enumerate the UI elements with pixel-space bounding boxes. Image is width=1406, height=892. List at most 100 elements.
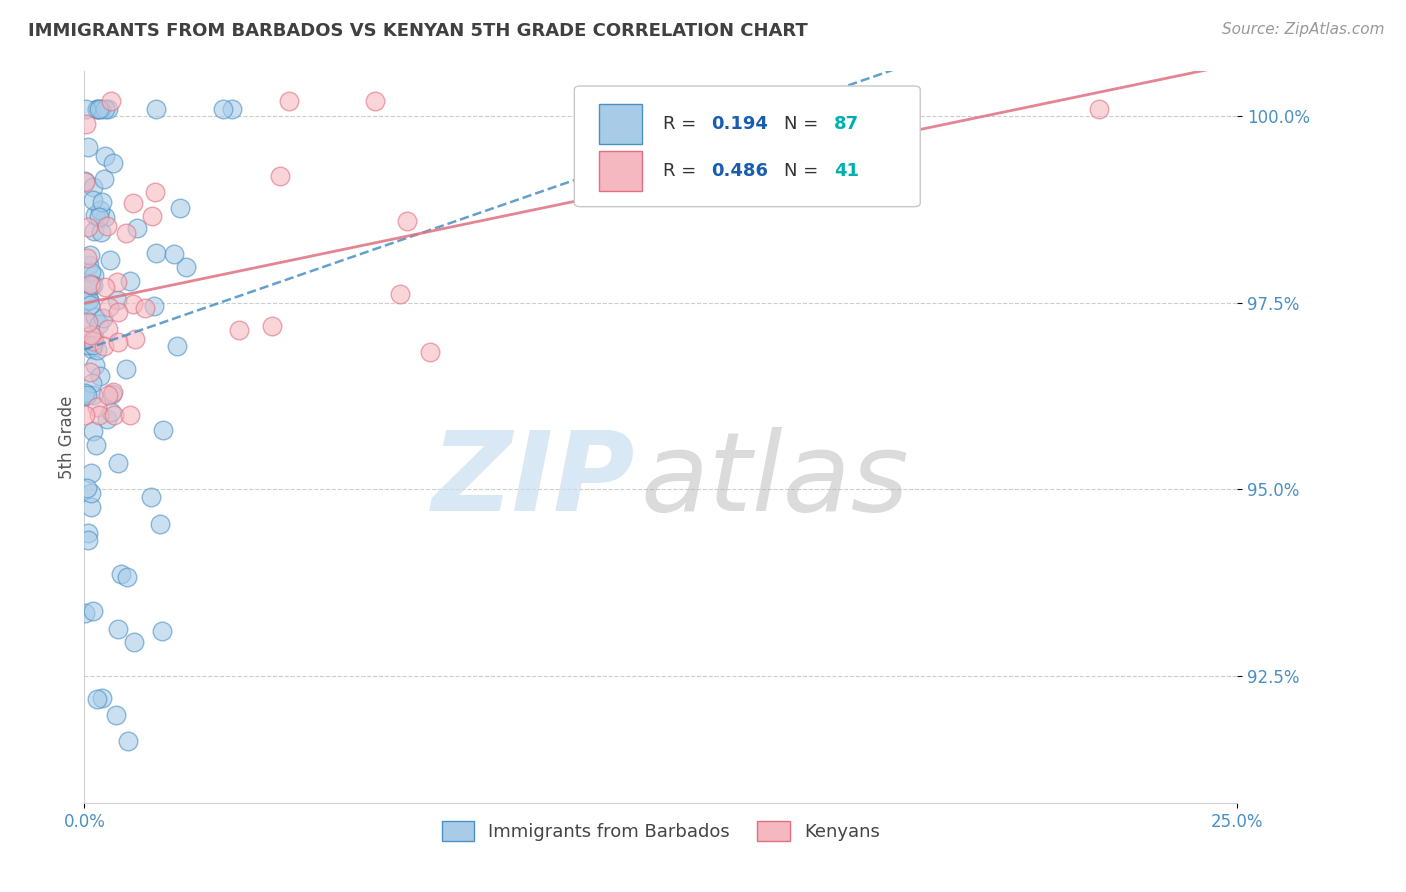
Point (86, 102, 108, 116)
Point (79, 248, 101, 262)
Point (93, 280, 115, 294)
Point (82, 337, 104, 351)
Point (98, 252, 121, 267)
Point (94, 210, 117, 224)
Point (388, 286, 411, 301)
Point (124, 332, 146, 346)
Point (118, 274, 141, 288)
Point (104, 708, 127, 723)
Point (86, 102, 108, 116)
Point (83, 310, 105, 325)
Point (107, 623, 129, 637)
Point (145, 185, 167, 199)
Text: 0.194: 0.194 (711, 115, 769, 133)
Point (134, 301, 156, 315)
Point (105, 293, 128, 307)
Point (110, 567, 132, 582)
Point (149, 516, 172, 531)
Text: 87: 87 (834, 115, 859, 133)
Point (145, 102, 167, 116)
Point (91, 195, 114, 210)
Point (80, 500, 103, 514)
Point (97, 322, 120, 336)
Point (101, 384, 124, 399)
Point (115, 362, 138, 376)
Point (76, 481, 98, 495)
Point (121, 196, 143, 211)
Point (100, 404, 122, 418)
Point (82, 194, 104, 208)
Point (269, 169, 291, 183)
Point (86, 400, 108, 414)
Point (84, 438, 107, 452)
Point (87, 211, 110, 225)
Point (419, 345, 441, 359)
Point (75, 389, 97, 403)
Point (83, 268, 105, 282)
Point (75, 606, 97, 620)
Point (75, 408, 97, 422)
Point (77, 315, 100, 329)
Point (75, 386, 97, 401)
Point (89, 318, 111, 332)
Point (75, 174, 97, 188)
Point (98, 300, 121, 314)
Point (228, 323, 250, 337)
Point (150, 624, 173, 638)
Point (77, 293, 100, 307)
Point (103, 408, 125, 422)
Text: atlas: atlas (640, 427, 908, 534)
Point (79, 265, 101, 279)
Point (142, 299, 165, 313)
Point (89, 202, 111, 217)
Point (115, 570, 138, 584)
Text: R =: R = (664, 162, 702, 180)
Point (117, 733, 139, 747)
Point (163, 247, 186, 261)
Point (101, 156, 124, 170)
Text: N =: N = (785, 162, 824, 180)
FancyBboxPatch shape (599, 103, 643, 144)
Point (77, 293, 100, 307)
Point (91, 691, 114, 706)
Point (86, 692, 108, 706)
Point (141, 209, 163, 223)
Point (80, 466, 103, 480)
Point (80, 328, 103, 343)
Point (75, 102, 97, 116)
Point (75, 175, 97, 189)
Point (122, 635, 145, 649)
Point (105, 275, 128, 289)
Point (166, 339, 188, 353)
Text: ZIP: ZIP (432, 427, 636, 534)
Point (395, 214, 418, 228)
Text: Source: ZipAtlas.com: Source: ZipAtlas.com (1222, 22, 1385, 37)
Point (120, 408, 142, 422)
Legend: Immigrants from Barbados, Kenyans: Immigrants from Barbados, Kenyans (434, 814, 887, 848)
Text: 41: 41 (834, 162, 859, 180)
Point (141, 490, 163, 504)
Point (100, 94, 122, 108)
Point (262, 319, 284, 334)
Point (90, 102, 112, 116)
Point (77, 219, 100, 234)
Point (169, 201, 191, 215)
Point (79, 298, 101, 312)
Point (94, 102, 117, 116)
Point (79, 278, 101, 293)
Point (97, 388, 120, 402)
Point (76, 388, 98, 402)
Point (89, 369, 111, 384)
Point (101, 387, 124, 401)
Point (115, 226, 138, 240)
Point (87, 102, 110, 116)
FancyBboxPatch shape (599, 151, 643, 192)
Point (86, 343, 108, 357)
Point (93, 339, 115, 353)
Point (82, 180, 104, 194)
Point (127, 220, 149, 235)
Point (107, 334, 129, 349)
Point (77, 258, 100, 272)
Point (80, 486, 103, 500)
Y-axis label: 5th Grade: 5th Grade (58, 395, 76, 479)
